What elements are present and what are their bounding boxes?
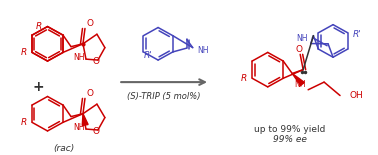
Text: up to 99% yield: up to 99% yield [254,125,325,134]
Text: NH: NH [73,123,85,132]
Text: NH: NH [296,34,308,43]
Text: O: O [87,19,94,28]
Text: O: O [87,89,94,98]
Text: NH: NH [73,53,85,62]
Text: NH: NH [198,46,209,55]
Text: (rac): (rac) [53,144,74,153]
Text: O: O [93,127,100,136]
Text: R': R' [143,51,152,60]
Polygon shape [82,114,88,126]
Text: NH: NH [294,80,306,89]
Text: R: R [21,48,27,57]
Text: (S)-TRIP (5 mol%): (S)-TRIP (5 mol%) [127,92,201,101]
Text: 99% ee: 99% ee [273,135,307,144]
Text: R: R [241,74,247,83]
Text: R': R' [353,30,361,39]
Text: O: O [93,58,100,66]
Text: R: R [35,22,42,31]
Text: O: O [296,45,303,54]
Text: +: + [33,80,44,94]
Text: R: R [21,118,27,127]
Polygon shape [292,73,304,86]
Text: OH: OH [350,91,364,100]
